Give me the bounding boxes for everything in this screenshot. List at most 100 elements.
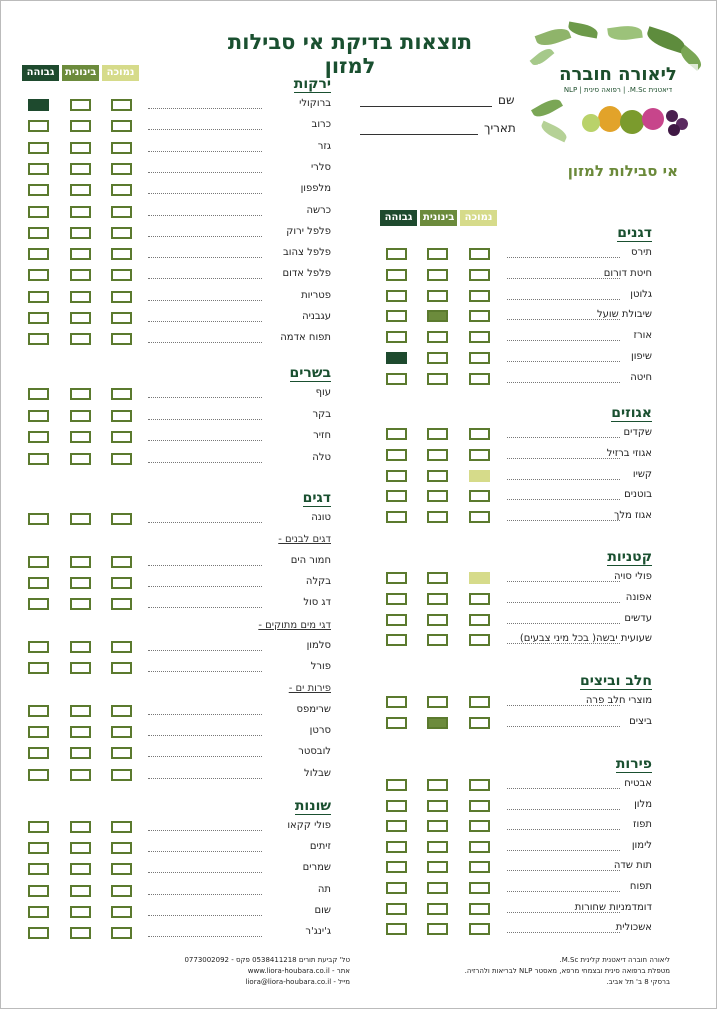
box-high-checkbox[interactable]	[28, 409, 49, 422]
box-low-checkbox[interactable]	[111, 141, 132, 154]
box-high-checkbox[interactable]	[28, 513, 49, 525]
box-low-checkbox[interactable]	[111, 333, 132, 346]
box-low-checkbox[interactable]	[469, 923, 490, 936]
box-high-checkbox[interactable]	[386, 372, 407, 385]
box-high-checkbox[interactable]	[386, 716, 407, 729]
box-high-checkbox[interactable]	[28, 162, 49, 175]
box-mid-checkbox[interactable]	[70, 431, 91, 443]
box-low-checkbox[interactable]	[469, 490, 490, 503]
box-mid-checkbox[interactable]	[70, 269, 91, 282]
box-low-checkbox[interactable]	[469, 592, 490, 605]
box-low-checkbox[interactable]	[469, 289, 490, 302]
box-mid-checkbox[interactable]	[427, 592, 448, 605]
box-mid-checkbox[interactable]	[427, 779, 448, 791]
name-line[interactable]	[360, 95, 492, 107]
box-mid-checkbox[interactable]	[427, 310, 448, 323]
box-high-checkbox[interactable]	[28, 290, 49, 303]
box-high-checkbox[interactable]	[28, 205, 49, 218]
box-low-checkbox[interactable]	[111, 226, 132, 239]
box-low-checkbox[interactable]	[111, 704, 132, 717]
box-high-checkbox[interactable]	[28, 821, 49, 833]
box-mid-checkbox[interactable]	[70, 333, 91, 346]
box-low-checkbox[interactable]	[469, 372, 490, 385]
box-low-checkbox[interactable]	[469, 331, 490, 344]
box-low-checkbox[interactable]	[469, 882, 490, 894]
box-mid-checkbox[interactable]	[427, 490, 448, 503]
box-low-checkbox[interactable]	[469, 696, 490, 708]
box-mid-checkbox[interactable]	[70, 184, 91, 197]
box-high-checkbox[interactable]	[386, 799, 407, 812]
box-low-checkbox[interactable]	[469, 861, 490, 874]
box-high-checkbox[interactable]	[28, 768, 49, 781]
box-mid-checkbox[interactable]	[70, 747, 91, 760]
box-mid-checkbox[interactable]	[427, 799, 448, 812]
box-mid-checkbox[interactable]	[70, 513, 91, 525]
box-mid-checkbox[interactable]	[70, 768, 91, 781]
box-high-checkbox[interactable]	[28, 312, 49, 324]
box-high-checkbox[interactable]	[28, 431, 49, 443]
box-high-checkbox[interactable]	[28, 842, 49, 855]
box-mid-checkbox[interactable]	[427, 352, 448, 364]
box-high-checkbox[interactable]	[28, 120, 49, 133]
box-high-checkbox[interactable]	[28, 704, 49, 717]
box-high-checkbox[interactable]	[386, 352, 407, 364]
box-low-checkbox[interactable]	[111, 863, 132, 876]
box-mid-checkbox[interactable]	[427, 696, 448, 708]
box-mid-checkbox[interactable]	[70, 662, 91, 675]
box-low-checkbox[interactable]	[111, 905, 132, 918]
box-low-checkbox[interactable]	[111, 821, 132, 833]
box-mid-checkbox[interactable]	[427, 268, 448, 281]
box-mid-checkbox[interactable]	[70, 312, 91, 324]
box-mid-checkbox[interactable]	[427, 248, 448, 260]
box-mid-checkbox[interactable]	[70, 248, 91, 261]
box-low-checkbox[interactable]	[111, 184, 132, 197]
box-high-checkbox[interactable]	[386, 613, 407, 626]
box-mid-checkbox[interactable]	[70, 884, 91, 897]
box-high-checkbox[interactable]	[28, 141, 49, 154]
box-high-checkbox[interactable]	[386, 634, 407, 647]
box-low-checkbox[interactable]	[469, 820, 490, 833]
box-high-checkbox[interactable]	[386, 840, 407, 853]
box-high-checkbox[interactable]	[386, 331, 407, 344]
box-mid-checkbox[interactable]	[427, 331, 448, 344]
box-low-checkbox[interactable]	[111, 927, 132, 939]
box-low-checkbox[interactable]	[469, 799, 490, 812]
box-mid-checkbox[interactable]	[70, 452, 91, 465]
box-low-checkbox[interactable]	[111, 388, 132, 400]
box-high-checkbox[interactable]	[28, 269, 49, 282]
box-low-checkbox[interactable]	[111, 598, 132, 611]
box-low-checkbox[interactable]	[469, 352, 490, 364]
box-mid-checkbox[interactable]	[427, 372, 448, 385]
box-high-checkbox[interactable]	[28, 747, 49, 760]
box-high-checkbox[interactable]	[28, 640, 49, 653]
box-low-checkbox[interactable]	[469, 902, 490, 915]
box-mid-checkbox[interactable]	[70, 863, 91, 876]
box-mid-checkbox[interactable]	[70, 905, 91, 918]
box-mid-checkbox[interactable]	[427, 820, 448, 833]
box-high-checkbox[interactable]	[386, 310, 407, 323]
box-high-checkbox[interactable]	[386, 448, 407, 461]
box-high-checkbox[interactable]	[28, 905, 49, 918]
box-mid-checkbox[interactable]	[70, 640, 91, 653]
box-mid-checkbox[interactable]	[70, 704, 91, 717]
box-mid-checkbox[interactable]	[427, 469, 448, 482]
box-low-checkbox[interactable]	[111, 99, 132, 111]
box-mid-checkbox[interactable]	[427, 902, 448, 915]
box-low-checkbox[interactable]	[111, 576, 132, 589]
box-low-checkbox[interactable]	[469, 634, 490, 647]
box-high-checkbox[interactable]	[28, 555, 49, 568]
box-mid-checkbox[interactable]	[427, 861, 448, 874]
box-high-checkbox[interactable]	[386, 289, 407, 302]
box-low-checkbox[interactable]	[469, 310, 490, 323]
box-high-checkbox[interactable]	[28, 226, 49, 239]
box-mid-checkbox[interactable]	[427, 572, 448, 584]
box-high-checkbox[interactable]	[28, 333, 49, 346]
box-mid-checkbox[interactable]	[70, 598, 91, 611]
box-low-checkbox[interactable]	[111, 842, 132, 855]
box-high-checkbox[interactable]	[386, 882, 407, 894]
box-mid-checkbox[interactable]	[427, 923, 448, 936]
box-high-checkbox[interactable]	[386, 820, 407, 833]
box-mid-checkbox[interactable]	[427, 882, 448, 894]
box-high-checkbox[interactable]	[28, 452, 49, 465]
box-high-checkbox[interactable]	[386, 428, 407, 440]
